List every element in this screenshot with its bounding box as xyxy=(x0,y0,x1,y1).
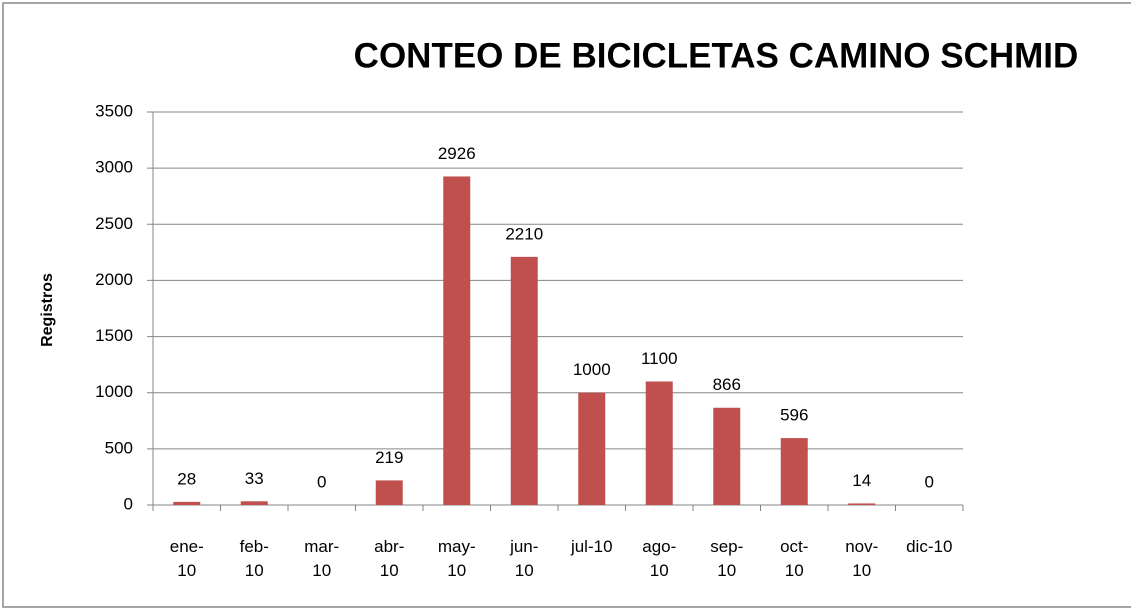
x-tick-label: abr-10 xyxy=(374,537,405,580)
x-tick-label: ago-10 xyxy=(642,537,677,580)
x-tick-label: jun-10 xyxy=(510,537,539,580)
x-tick-label: oct-10 xyxy=(780,537,809,580)
y-tick-label: 1500 xyxy=(95,326,133,345)
data-label: 14 xyxy=(852,471,871,490)
bar xyxy=(173,501,201,505)
x-tick-label: may-10 xyxy=(437,537,476,580)
y-tick-label: 500 xyxy=(105,438,133,457)
data-label: 866 xyxy=(713,375,741,394)
x-tick-label: feb-10 xyxy=(239,537,269,580)
y-tick-label: 0 xyxy=(124,494,133,513)
data-label: 2926 xyxy=(438,144,476,163)
data-label: 1000 xyxy=(573,360,611,379)
x-tick-label: nov-10 xyxy=(845,537,879,580)
data-label: 1100 xyxy=(641,349,678,368)
y-tick-label: 2500 xyxy=(95,214,133,233)
x-tick-label: mar-10 xyxy=(304,537,340,580)
y-tick-label: 3500 xyxy=(95,101,133,120)
bar xyxy=(510,256,538,505)
bar xyxy=(848,503,876,505)
x-tick-label: sep-10 xyxy=(710,537,744,580)
data-label: 2210 xyxy=(505,224,543,243)
chart-title: CONTEO DE BICICLETAS CAMINO SCHMID xyxy=(354,36,1079,75)
x-tick-label: jul-10 xyxy=(570,537,613,556)
data-label: 219 xyxy=(375,448,403,467)
bar xyxy=(240,501,268,505)
data-label: 0 xyxy=(317,472,326,491)
y-tick-label: 2000 xyxy=(95,270,133,289)
bar xyxy=(443,176,471,505)
x-tick-label: dic-10 xyxy=(906,537,953,556)
bar xyxy=(713,407,741,505)
y-tick-label: 3000 xyxy=(95,158,133,177)
bar xyxy=(645,381,673,505)
data-label: 0 xyxy=(925,472,934,491)
data-label: 28 xyxy=(177,469,196,488)
bar xyxy=(375,480,403,505)
x-tick-label: ene-10 xyxy=(169,537,204,580)
bar xyxy=(578,392,606,505)
data-label: 33 xyxy=(245,469,264,488)
bar xyxy=(780,438,808,505)
y-tick-label: 1000 xyxy=(95,382,133,401)
data-label: 596 xyxy=(780,406,808,425)
y-axis-label: Registros xyxy=(39,273,56,347)
